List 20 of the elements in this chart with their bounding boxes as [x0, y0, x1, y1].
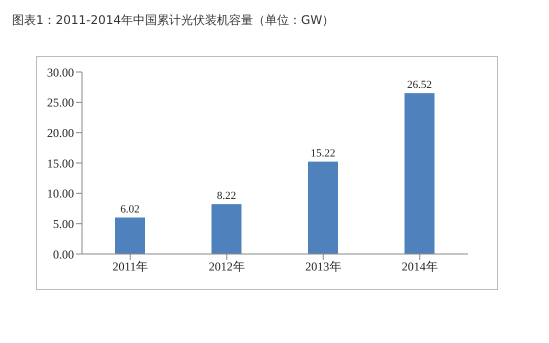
y-tick-label: 15.00: [47, 156, 74, 170]
data-label: 6.02: [120, 203, 140, 216]
data-label: 8.22: [216, 190, 236, 202]
y-tick-label: 0.00: [53, 247, 74, 262]
x-tick-label: 2013年: [305, 260, 342, 274]
y-tick-label: 20.00: [47, 126, 74, 140]
y-tick-label: 30.00: [47, 65, 74, 80]
bar: [404, 93, 434, 254]
x-tick-label: 2011年: [112, 260, 148, 274]
bar: [115, 217, 145, 254]
chart-title: 图表1：2011-2014年中国累计光伏装机容量（单位：GW）: [12, 12, 334, 29]
bar: [308, 162, 338, 254]
y-tick-label: 5.00: [53, 216, 74, 231]
x-tick-label: 2012年: [208, 260, 245, 274]
y-tick-label: 25.00: [47, 96, 74, 110]
data-label: 15.22: [310, 148, 336, 160]
x-tick-label: 2014年: [402, 260, 438, 274]
bar: [212, 204, 242, 254]
data-label: 26.52: [407, 79, 432, 92]
y-tick-label: 10.00: [47, 186, 74, 201]
